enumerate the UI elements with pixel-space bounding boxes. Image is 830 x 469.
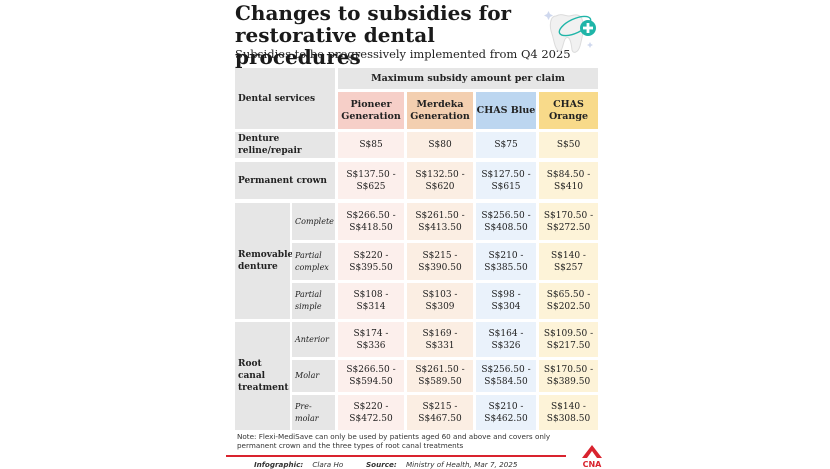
service-root-canal: Root canal treatment [235, 322, 290, 430]
table-cell: S$103 - S$309 [407, 283, 473, 319]
table-cell: S$140 - S$308.50 [539, 395, 598, 430]
group-header: Maximum subsidy amount per claim [338, 68, 598, 89]
credit-source: Source: Ministry of Health, Mar 7, 2025 [366, 460, 518, 469]
table-cell: S$98 - S$304 [476, 283, 536, 319]
table-cell: S$164 - S$326 [476, 322, 536, 357]
column-header-pioneer: Pioneer Generation [338, 92, 404, 129]
table-cell: S$109.50 - S$217.50 [539, 322, 598, 357]
table-cell: S$261.50 - S$589.50 [407, 360, 473, 392]
sub-partial-simple: Partial simple [292, 283, 335, 319]
table-cell: S$137.50 - S$625 [338, 162, 404, 199]
table-cell: S$170.50 - S$272.50 [539, 203, 598, 240]
table-cell: S$170.50 - S$389.50 [539, 360, 598, 392]
page-title: Changes to subsidies for restorative den… [235, 1, 512, 69]
table-cell: S$132.50 - S$620 [407, 162, 473, 199]
column-header-chas-blue: CHAS Blue [476, 92, 536, 129]
table-cell: S$80 [407, 132, 473, 158]
table-cell: S$261.50 - S$413.50 [407, 203, 473, 240]
service-removable-denture: Removable denture [235, 203, 293, 319]
page-subtitle: Subsidies to be progressively implemente… [235, 47, 571, 61]
sub-complete: Complete [292, 203, 335, 240]
sub-anterior: Anterior [292, 322, 335, 357]
row-header: Dental services [235, 68, 335, 129]
service-permanent-crown: Permanent crown [235, 162, 335, 199]
svg-text:CNA: CNA [583, 460, 603, 468]
table-cell: S$75 [476, 132, 536, 158]
table-cell: S$127.50 - S$615 [476, 162, 536, 199]
sub-partial-complex: Partial complex [292, 243, 335, 280]
table-cell: S$169 - S$331 [407, 322, 473, 357]
table-cell: S$220 - S$395.50 [338, 243, 404, 280]
table-cell: S$65.50 - S$202.50 [539, 283, 598, 319]
sub-molar: Molar [292, 360, 335, 392]
table-cell: S$210 - S$462.50 [476, 395, 536, 430]
service-denture-reline: Denture reline/repair [235, 132, 335, 158]
cna-logo: CNA [582, 445, 603, 468]
table-cell: S$85 [338, 132, 404, 158]
infographic: Changes to subsidies for restorative den… [226, 0, 606, 469]
table-cell: S$215 - S$467.50 [407, 395, 473, 430]
divider [226, 455, 566, 457]
sub-pre-molar: Pre-molar [292, 395, 335, 430]
table-cell: S$220 - S$472.50 [338, 395, 404, 430]
column-header-chas-orange: CHAS Orange [539, 92, 598, 129]
table-cell: S$210 - S$385.50 [476, 243, 536, 280]
table-cell: S$266.50 - S$418.50 [338, 203, 404, 240]
table-cell: S$50 [539, 132, 598, 158]
table-cell: S$140 - S$257 [539, 243, 598, 280]
table-cell: S$266.50 - S$594.50 [338, 360, 404, 392]
column-header-merdeka: Merdeka Generation [407, 92, 473, 129]
footnote: Note: Flexi-MediSave can only be used by… [237, 432, 551, 450]
credit-infographic: Infographic: Clara Ho [254, 460, 344, 469]
table-cell: S$256.50 - S$584.50 [476, 360, 536, 392]
table-cell: S$108 - S$314 [338, 283, 404, 319]
table-cell: S$256.50 - S$408.50 [476, 203, 536, 240]
table-cell: S$215 - S$390.50 [407, 243, 473, 280]
tooth-icon [544, 11, 596, 53]
table-cell: S$84.50 - S$410 [539, 162, 598, 199]
table-cell: S$174 - S$336 [338, 322, 404, 357]
